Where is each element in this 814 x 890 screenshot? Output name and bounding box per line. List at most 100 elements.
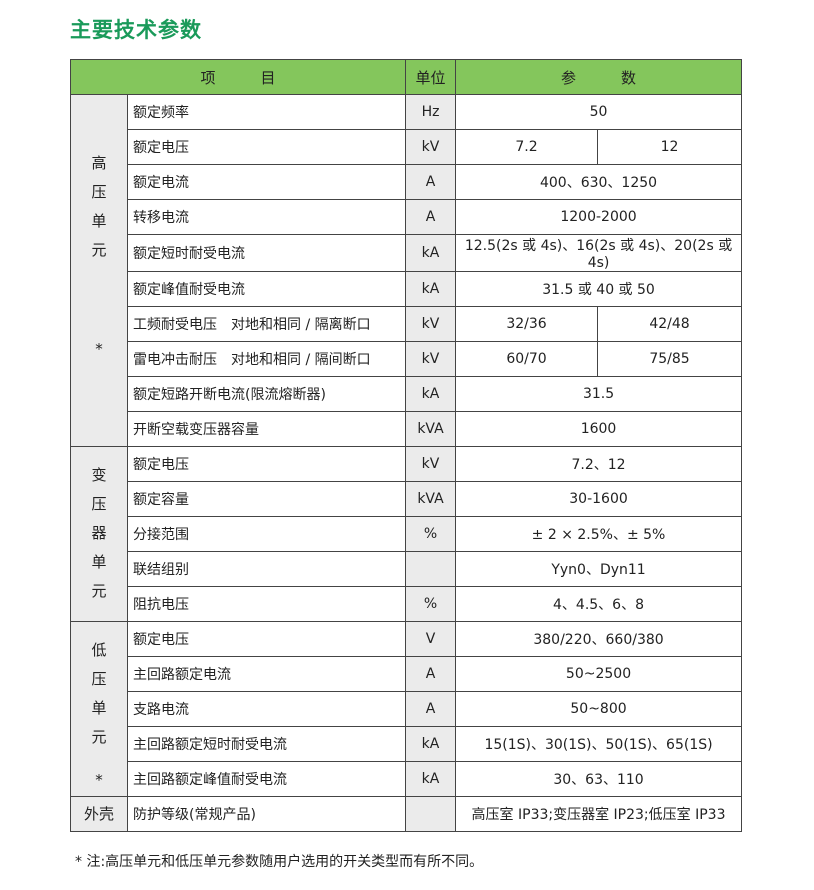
table-row: 雷电冲击耐压 对地和相同 / 隔间断口 kV 60/70 75/85 <box>71 341 743 377</box>
group-label-char: 压 <box>91 183 107 201</box>
item-cell: 联结组别 <box>126 551 407 587</box>
unit-cell: kV <box>405 341 457 377</box>
item-cell: 额定电压 <box>126 129 407 165</box>
table-row: 联结组别 Yyn0、Dyn11 <box>71 551 743 587</box>
unit-cell: kA <box>405 271 457 307</box>
unit-cell: % <box>405 586 457 622</box>
group-label-char: 高 <box>91 154 107 172</box>
unit-cell: kVA <box>405 411 457 447</box>
value-cell: 380/220、660/380 <box>455 621 743 657</box>
unit-cell: kA <box>405 726 457 762</box>
group-label-char: 器 <box>91 524 107 542</box>
header-item: 项 目 <box>69 59 407 95</box>
group-label-char: 外壳 <box>83 804 114 823</box>
table-row: 分接范围% ± 2 × 2.5%、± 5% <box>71 516 743 552</box>
group-label: 外壳 <box>70 796 128 832</box>
value-cell: Yyn0、Dyn11 <box>455 551 743 587</box>
item-cell: 额定频率 <box>126 94 407 130</box>
table-header: 项 目 单位 参 数 <box>69 59 743 95</box>
table-row: 额定短路开断电流(限流熔断器) kA 31.5 <box>71 376 743 412</box>
item-cell: 开断空载变压器容量 <box>126 411 407 447</box>
table-row: 转移电流 A 1200-2000 <box>71 199 743 235</box>
header-unit: 单位 <box>405 59 457 95</box>
table-row: 阻抗电压% 4、4.5、6、8 <box>71 586 743 622</box>
item-cell: 额定容量 <box>126 481 407 517</box>
item-cell: 支路电流 <box>126 691 407 727</box>
table-row: 开断空载变压器容量 kVA 1600 <box>71 411 743 447</box>
table-row: 工频耐受电压 对地和相同 / 隔离断口 kV 32/36 42/48 <box>71 306 743 342</box>
unit-cell: % <box>405 516 457 552</box>
value-cell: 32/36 <box>455 306 599 342</box>
value-cell: 50 <box>455 94 743 130</box>
value-cell: 4、4.5、6、8 <box>455 586 743 622</box>
value-cell: 7.2 <box>455 129 599 165</box>
unit-cell: A <box>405 199 457 235</box>
item-cell: 主回路额定短时耐受电流 <box>126 726 407 762</box>
group-label-char: 低 <box>91 641 107 659</box>
table-row: 额定短时耐受电流 kA 12.5(2s 或 4s)、16(2s 或 4s)、20(2… <box>71 234 743 272</box>
group-label-char: 元 <box>91 582 107 600</box>
unit-cell: Hz <box>405 94 457 130</box>
value-cell: 400、630、1250 <box>455 164 743 200</box>
value-cell: 1200-2000 <box>455 199 743 235</box>
group-label-char: 元 <box>91 241 107 259</box>
value-cell: 50~2500 <box>455 656 743 692</box>
unit-cell: A <box>405 164 457 200</box>
group-label: 高压单元 * <box>70 94 128 447</box>
value-cell: 31.5 <box>455 376 743 412</box>
group-label: 变压器单元 <box>70 446 128 622</box>
value-cell: 31.5 或 40 或 50 <box>455 271 743 307</box>
item-cell: 额定电压 <box>126 621 407 657</box>
group-label-char: 压 <box>91 495 107 513</box>
unit-cell: kV <box>405 129 457 165</box>
table-row: 额定电流 A 400、630、1250 <box>71 164 743 200</box>
item-cell: 阻抗电压 <box>126 586 407 622</box>
group-label-char: 单 <box>91 699 107 717</box>
item-cell: 转移电流 <box>126 199 407 235</box>
item-cell: 主回路额定电流 <box>126 656 407 692</box>
item-cell: 分接范围 <box>126 516 407 552</box>
unit-cell: kVA <box>405 481 457 517</box>
value-cell: ± 2 × 2.5%、± 5% <box>455 516 743 552</box>
table-row: 主回路额定峰值耐受电流 kA 30、63、110 <box>71 761 743 797</box>
value-cell: 15(1S)、30(1S)、50(1S)、65(1S) <box>455 726 743 762</box>
table-row: 额定电压 kV 7.2 12 <box>71 129 743 165</box>
item-cell: 工频耐受电压 对地和相同 / 隔离断口 <box>126 306 407 342</box>
asterisk-mark: * <box>95 340 103 358</box>
value-cell: 1600 <box>455 411 743 447</box>
group-label-char: 单 <box>91 553 107 571</box>
group-label: 低压单元 * <box>70 621 128 797</box>
value-cell: 30-1600 <box>455 481 743 517</box>
group-label-char: 元 <box>91 728 107 746</box>
item-cell: 额定电流 <box>126 164 407 200</box>
value-cell: 75/85 <box>597 341 743 377</box>
value-cell: 50~800 <box>455 691 743 727</box>
value-cell: 7.2、12 <box>455 446 743 482</box>
item-cell: 额定短路开断电流(限流熔断器) <box>126 376 407 412</box>
table-row: 低压单元 * 额定电压 V 380/220、660/380 <box>70 621 743 797</box>
value-cell: 12.5(2s 或 4s)、16(2s 或 4s)、20(2s 或 4s) <box>455 234 743 272</box>
item-cell: 额定短时耐受电流 <box>126 234 407 272</box>
table-row: 额定容量 kVA 30-1600 <box>71 481 743 517</box>
table-row: 额定峰值耐受电流 kA 31.5 或 40 或 50 <box>71 271 743 307</box>
item-cell: 防护等级(常规产品) <box>126 796 407 832</box>
table-row: 高压单元 * 额定频率 Hz 50 <box>70 94 743 447</box>
spec-table: 项 目 单位 参 数 高压单元 * 额定频率 Hz 50 额定电压 kV 7.2 12 额定电流 A… <box>69 59 743 832</box>
value-cell: 12 <box>597 129 743 165</box>
unit-cell <box>405 551 457 587</box>
unit-cell: kV <box>405 446 457 482</box>
unit-cell: V <box>405 621 457 657</box>
value-cell: 42/48 <box>597 306 743 342</box>
value-cell: 60/70 <box>455 341 599 377</box>
footnote: * 注:高压单元和低压单元参数随用户选用的开关类型而有所不同。 <box>75 854 484 870</box>
item-cell: 额定电压 <box>126 446 407 482</box>
table-row: 外壳 防护等级(常规产品) 高压室 IP33;变压器室 IP23;低压室 IP33 <box>70 796 743 832</box>
table-row: 主回路额定电流 A 50~2500 <box>71 656 743 692</box>
value-cell: 高压室 IP33;变压器室 IP23;低压室 IP33 <box>455 796 743 832</box>
unit-cell: kA <box>405 376 457 412</box>
unit-cell: kV <box>405 306 457 342</box>
unit-cell: A <box>405 691 457 727</box>
asterisk-mark: * <box>95 771 103 789</box>
unit-cell <box>405 796 457 832</box>
item-cell: 额定峰值耐受电流 <box>126 271 407 307</box>
